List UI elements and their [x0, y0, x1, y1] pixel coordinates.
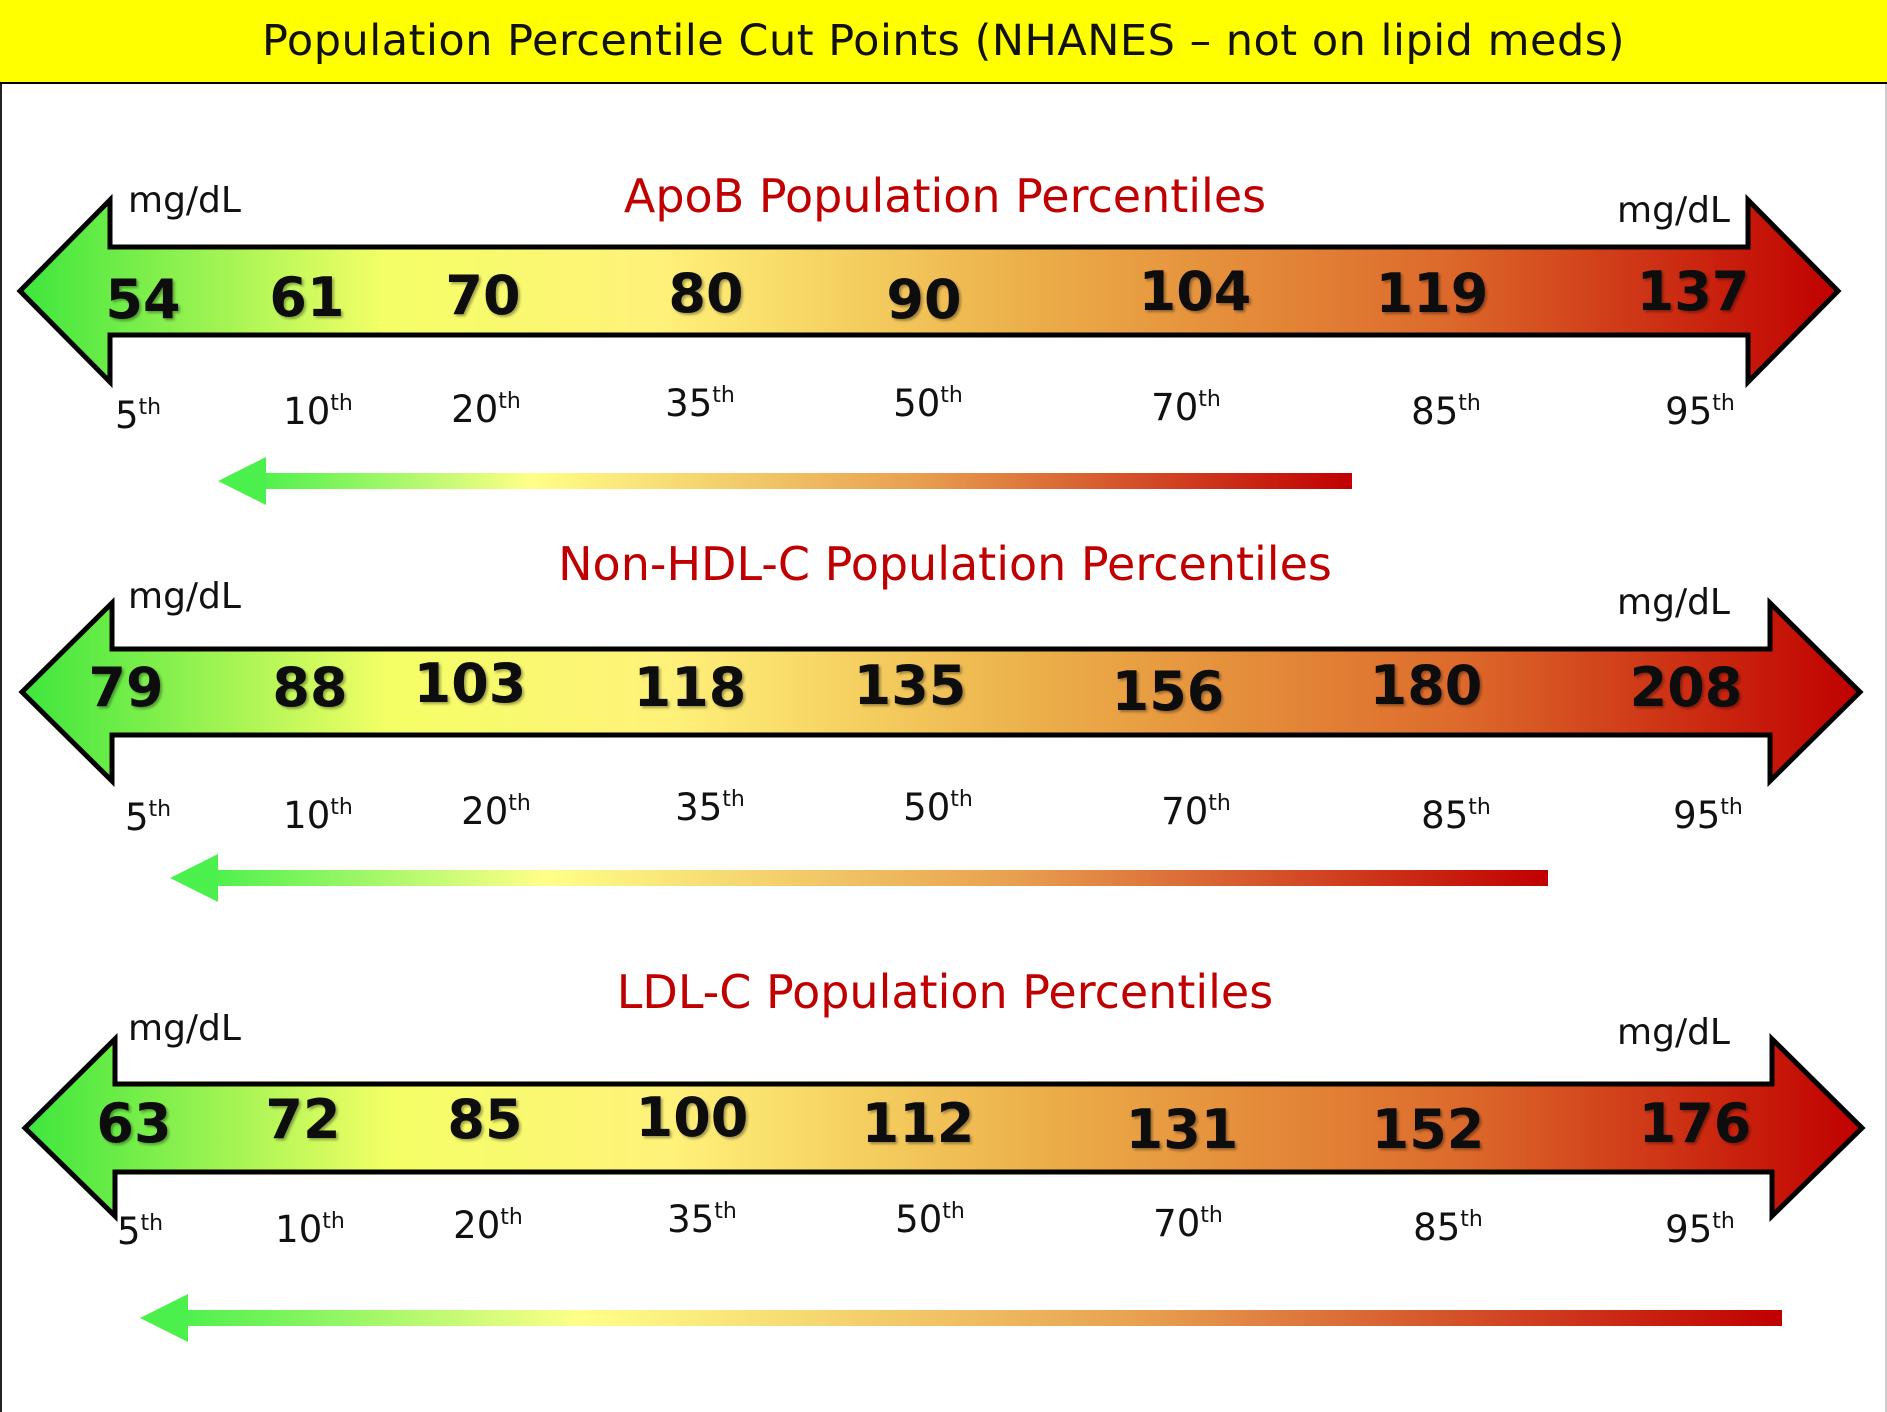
percentile-label: 85th [1413, 1206, 1483, 1249]
percentile-label: 50th [903, 786, 973, 829]
percentile-label: 50th [895, 1198, 965, 1241]
cut-point-value: 104 [1139, 260, 1252, 323]
cut-point-value: 80 [668, 262, 743, 325]
cut-point-value: 135 [854, 654, 967, 717]
cut-point-value: 63 [96, 1092, 171, 1155]
cut-point-value: 72 [265, 1088, 340, 1151]
percentile-label: 95th [1673, 794, 1743, 837]
cut-point-value: 79 [88, 656, 163, 719]
lower-arrow-head [140, 1294, 188, 1342]
percentile-label: 95th [1665, 1208, 1735, 1251]
percentile-label: 70th [1161, 790, 1231, 833]
section-title: ApoB Population Percentiles [624, 169, 1266, 223]
percentile-label: 70th [1151, 386, 1221, 429]
page-title: Population Percentile Cut Points (NHANES… [262, 16, 1625, 66]
percentile-label: 95th [1665, 390, 1735, 433]
title-banner: Population Percentile Cut Points (NHANES… [0, 0, 1887, 84]
cut-point-value: 156 [1112, 660, 1225, 723]
unit-label-left: mg/dL [128, 180, 241, 221]
cut-point-value: 90 [886, 268, 961, 331]
cut-point-value: 137 [1637, 260, 1750, 323]
lower-arrow-shaft [180, 1310, 1782, 1326]
percentile-label: 20th [453, 1204, 523, 1247]
cut-point-value: 152 [1372, 1098, 1485, 1161]
lower-arrow-head [218, 457, 266, 505]
cut-point-value: 88 [272, 656, 347, 719]
percentile-section-2: Non-HDL-C Population Percentiles mg/dL mg/… [18, 537, 1864, 902]
cut-point-value: 131 [1126, 1098, 1239, 1161]
cut-point-value: 180 [1370, 654, 1483, 717]
percentile-label: 35th [667, 1198, 737, 1241]
percentile-label: 10th [275, 1208, 345, 1251]
unit-label-right: mg/dL [1617, 1012, 1730, 1053]
cut-point-value: 61 [269, 266, 344, 329]
double-arrow-band [16, 193, 1842, 389]
cut-point-value: 103 [414, 652, 527, 715]
cut-point-value: 112 [862, 1092, 975, 1155]
percentile-section-1: ApoB Population Percentiles mg/dL mg/dL 54 6… [16, 169, 1842, 505]
percentile-label: 5th [115, 394, 161, 437]
right-border [1885, 84, 1887, 1412]
left-border [0, 84, 2, 1412]
percentile-label: 85th [1421, 794, 1491, 837]
cut-point-value: 176 [1639, 1092, 1752, 1155]
percentile-label: 20th [461, 790, 531, 833]
unit-label-right: mg/dL [1617, 190, 1730, 231]
cut-point-value: 119 [1376, 262, 1489, 325]
cut-point-value: 208 [1630, 656, 1743, 719]
percentile-label: 50th [893, 382, 963, 425]
percentile-label: 70th [1153, 1202, 1223, 1245]
percentile-label: 5th [125, 796, 171, 839]
cut-point-value: 118 [634, 656, 747, 719]
cut-point-value: 85 [447, 1088, 522, 1151]
section-title: Non-HDL-C Population Percentiles [558, 537, 1332, 591]
lower-arrow-head [170, 854, 218, 902]
percentile-section-3: LDL-C Population Percentiles mg/dL mg/dL 63… [21, 965, 1866, 1342]
percentile-label: 10th [283, 390, 353, 433]
unit-label-right: mg/dL [1617, 582, 1730, 623]
cut-point-value: 54 [105, 268, 180, 331]
percentile-label: 10th [283, 794, 353, 837]
double-arrow-band [18, 597, 1864, 787]
cut-point-value: 70 [445, 264, 520, 327]
unit-label-left: mg/dL [128, 576, 241, 617]
lower-arrow-shaft [258, 473, 1352, 489]
percentile-label: 5th [117, 1210, 163, 1253]
percentile-label: 85th [1411, 390, 1481, 433]
percentile-label: 35th [675, 786, 745, 829]
lower-arrow-shaft [210, 870, 1548, 886]
unit-label-left: mg/dL [128, 1008, 241, 1049]
percentile-label: 35th [665, 382, 735, 425]
section-title: LDL-C Population Percentiles [617, 965, 1273, 1019]
double-arrow-band [21, 1033, 1866, 1222]
cut-point-value: 100 [636, 1086, 749, 1149]
percentile-label: 20th [451, 388, 521, 431]
